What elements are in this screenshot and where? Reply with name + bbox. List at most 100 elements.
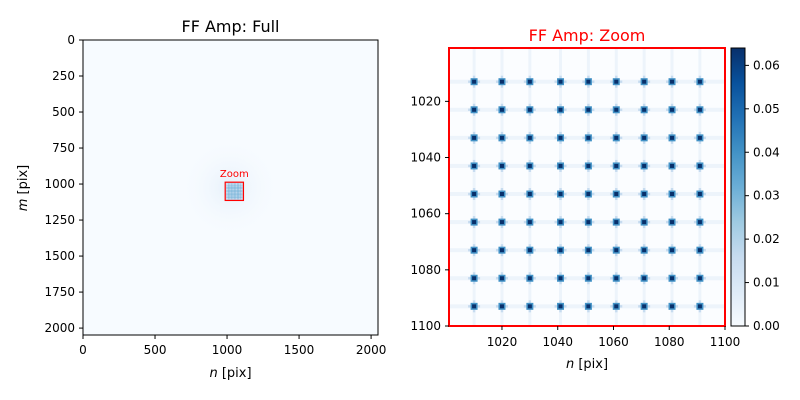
full-y-tick-label: 0	[67, 33, 75, 47]
sidelobe-col	[698, 48, 702, 326]
zoom-x-tick-label: 1040	[542, 335, 573, 349]
peak-core	[472, 79, 477, 84]
peak-core	[558, 107, 563, 112]
colorbar-tick-label: 0.03	[753, 189, 780, 203]
colorbar	[730, 47, 746, 327]
colorbar-ticks: 0.00 0.01 0.02 0.03 0.04 0.05 0.06	[745, 58, 780, 333]
full-y-tick-label: 750	[52, 141, 75, 155]
peak-core	[472, 135, 477, 140]
peak-core	[527, 192, 532, 197]
peak-core	[527, 276, 532, 281]
peak-core	[499, 79, 504, 84]
sidelobe-col	[670, 48, 674, 326]
sidelobe-col	[559, 48, 563, 326]
peak-core	[586, 107, 591, 112]
peak-core	[586, 304, 591, 309]
full-x-tick-label: 1500	[284, 343, 315, 357]
peak-core	[670, 276, 675, 281]
zoom-y-tick-label: 1080	[410, 263, 441, 277]
peak-core	[697, 163, 702, 168]
peak-core	[472, 304, 477, 309]
peak-core	[472, 276, 477, 281]
peak-core	[642, 163, 647, 168]
zoom-title: FF Amp: Zoom	[529, 26, 646, 45]
peak-core	[586, 276, 591, 281]
peak-core	[499, 107, 504, 112]
colorbar-tick-label: 0.05	[753, 102, 780, 116]
peak-core	[642, 135, 647, 140]
peak-core	[697, 276, 702, 281]
sidelobe-col	[500, 48, 504, 326]
peak-core	[472, 192, 477, 197]
peak-core	[472, 248, 477, 253]
peak-core	[527, 163, 532, 168]
peak-core	[499, 220, 504, 225]
peak-core	[614, 135, 619, 140]
peak-core	[614, 304, 619, 309]
peak-core	[558, 304, 563, 309]
colorbar-tick-label: 0.00	[753, 319, 780, 333]
full-y-tick-label: 2000	[44, 321, 75, 335]
peak-core	[614, 107, 619, 112]
peak-core	[642, 248, 647, 253]
zoom-y-ticks: 1020 1040 1060 1080 1100	[410, 94, 449, 333]
peak-core	[499, 163, 504, 168]
full-y-tick-label: 1250	[44, 213, 75, 227]
sidelobe-col	[472, 48, 476, 326]
peak-core	[586, 79, 591, 84]
full-y-ticks: 0 250 500 750 1000 1250 1500 1750 2000	[44, 33, 83, 335]
peak-core	[614, 276, 619, 281]
full-x-tick-label: 2000	[356, 343, 387, 357]
zoom-plot-frame	[448, 47, 726, 327]
peak-core	[558, 248, 563, 253]
peak-core	[558, 163, 563, 168]
peak-core	[670, 163, 675, 168]
colorbar-tick-label: 0.06	[753, 58, 780, 72]
zoom-panel: FF Amp: Zoom 1020 1040 1060 1080 1100 102010…	[410, 26, 779, 372]
sidelobe-col	[586, 48, 590, 326]
peak-core	[527, 304, 532, 309]
peak-core	[642, 220, 647, 225]
peak-core	[527, 135, 532, 140]
peak-core	[614, 79, 619, 84]
zoom-x-tick-label: 1020	[487, 335, 518, 349]
peak-core	[558, 220, 563, 225]
peak-core	[586, 248, 591, 253]
colorbar-tick-label: 0.02	[753, 232, 780, 246]
peak-core	[499, 192, 504, 197]
peak-core	[670, 220, 675, 225]
full-plot-frame	[82, 39, 379, 336]
zoom-x-tick-label: 1100	[710, 335, 741, 349]
peak-core	[670, 107, 675, 112]
peak-core	[499, 304, 504, 309]
peak-core	[697, 192, 702, 197]
peak-core	[670, 248, 675, 253]
peak-core	[697, 220, 702, 225]
full-ylabel: m [pix]	[16, 165, 31, 212]
zoom-peaks	[449, 48, 725, 326]
peak-core	[642, 304, 647, 309]
peak-core	[527, 248, 532, 253]
peak-core	[614, 248, 619, 253]
peak-core	[614, 220, 619, 225]
zoom-y-tick-label: 1100	[410, 319, 441, 333]
peak-core	[499, 248, 504, 253]
full-y-tick-label: 500	[52, 105, 75, 119]
full-title: FF Amp: Full	[181, 17, 279, 36]
peak-core	[558, 192, 563, 197]
full-y-tick-label: 1750	[44, 285, 75, 299]
peak-core	[527, 107, 532, 112]
peak-core	[472, 220, 477, 225]
peak-core	[642, 276, 647, 281]
zoom-x-ticks: 1020 1040 1060 1080 1100	[487, 326, 741, 349]
full-panel: FF Amp: Full Zoom 0 500 1000 1500 2000 0 250 5…	[16, 17, 386, 381]
peak-core	[614, 192, 619, 197]
peak-core	[558, 135, 563, 140]
colorbar-tick-label: 0.01	[753, 276, 780, 290]
sidelobe-col	[642, 48, 646, 326]
full-x-tick-label: 1000	[212, 343, 243, 357]
zoom-x-tick-label: 1060	[598, 335, 629, 349]
peak-core	[472, 107, 477, 112]
peak-core	[586, 135, 591, 140]
